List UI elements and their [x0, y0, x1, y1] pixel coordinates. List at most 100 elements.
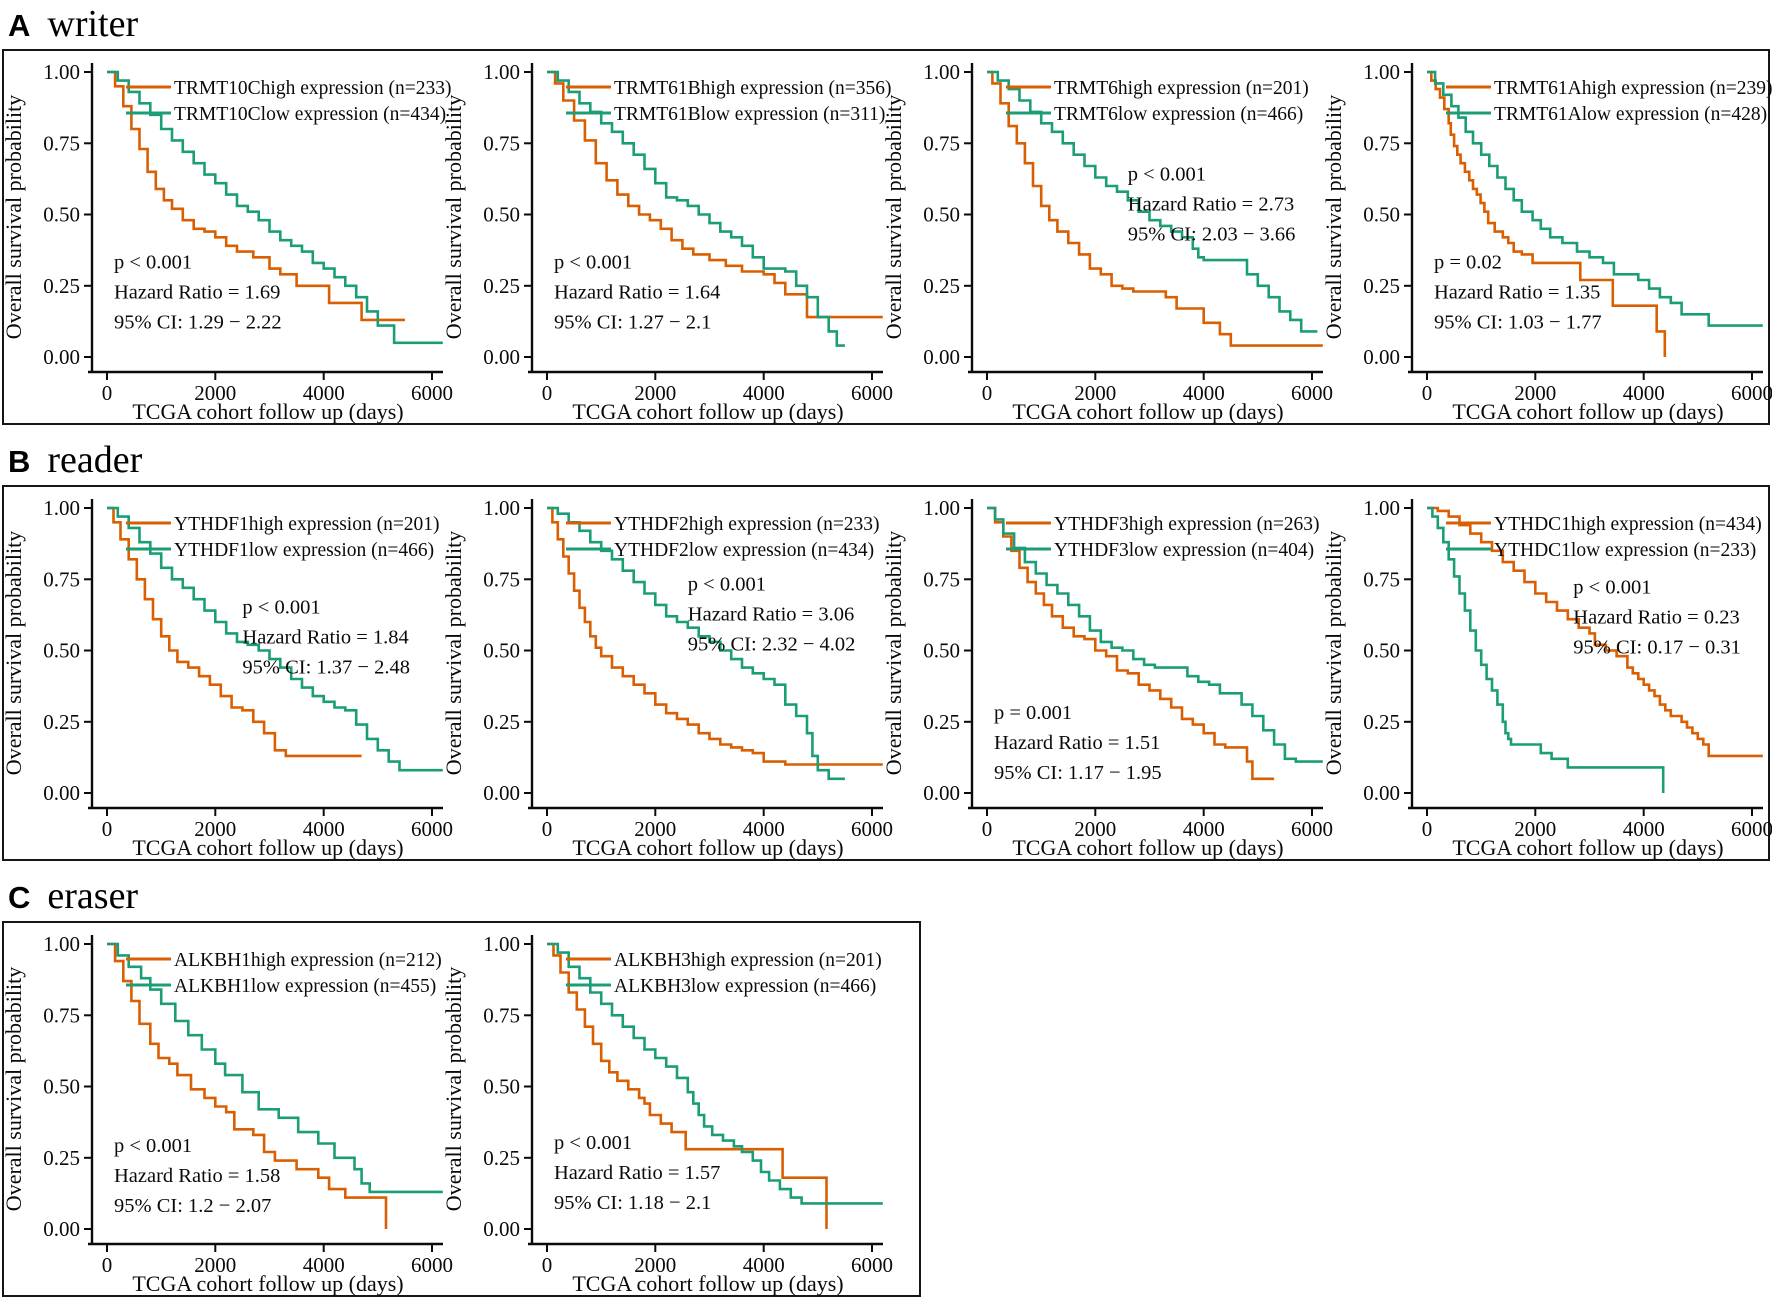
km-plot-YTHDF1: 1.00 0.75 0.50 0.25 0.00 0 2000 4000 6000 Overall… [1, 487, 453, 860]
x-tick-label: 4000 [303, 1253, 345, 1277]
legend-label-low: TRMT61Alow expression (n=428) [1494, 104, 1767, 125]
x-tick-label: 4000 [303, 817, 345, 841]
y-tick-label: 0.75 [1363, 567, 1400, 591]
x-tick-label: 0 [542, 381, 553, 405]
low-expression-curve [987, 70, 1318, 333]
stat-line-0: p = 0.02 [1434, 252, 1502, 274]
high-expression-curve [987, 70, 1323, 347]
x-axis-title: TCGA cohort follow up (days) [572, 835, 843, 860]
legend-label-high: YTHDF3high expression (n=263) [1054, 514, 1320, 535]
high-expression-curve [107, 506, 362, 758]
y-tick-label: 0.50 [923, 203, 960, 227]
legend-label-high: YTHDF1high expression (n=201) [174, 514, 440, 535]
survival-chart-TRMT10C: 1.00 0.75 0.50 0.25 0.00 0 2000 4000 6000 Overall… [1, 60, 453, 424]
panel-box-reader: 1.00 0.75 0.50 0.25 0.00 0 2000 4000 6000 Overall… [1, 485, 1772, 861]
panel-letter-c: C [8, 880, 31, 915]
y-tick-label: 0.50 [1363, 203, 1400, 227]
y-tick-label: 0.25 [923, 274, 960, 298]
x-tick-label: 0 [542, 817, 553, 841]
survival-chart-YTHDF1: 1.00 0.75 0.50 0.25 0.00 0 2000 4000 6000 Overall… [1, 496, 453, 860]
stat-line-0: p < 0.001 [114, 252, 192, 274]
x-tick-label: 6000 [411, 381, 453, 405]
stat-line-1: Hazard Ratio = 1.58 [114, 1165, 280, 1187]
y-tick-label: 0.00 [43, 345, 80, 369]
survival-chart-ALKBH1: 1.00 0.75 0.50 0.25 0.00 0 2000 4000 6000 Overall… [1, 932, 453, 1296]
y-tick-label: 0.50 [43, 1075, 80, 1099]
panel-title-writer: writer [47, 3, 139, 45]
y-tick-label: 0.75 [483, 567, 520, 591]
y-tick-label: 0.25 [43, 1146, 80, 1170]
y-axis-title: Overall survival probability [1321, 531, 1346, 775]
stat-line-0: p < 0.001 [554, 252, 632, 274]
y-tick-label: 0.25 [923, 710, 960, 734]
panel-header-reader: B reader [2, 438, 1770, 485]
high-expression-curve [1427, 506, 1763, 758]
y-axis-title: Overall survival probability [1, 531, 26, 775]
axis-lines [528, 935, 883, 1246]
y-tick-label: 0.75 [923, 567, 960, 591]
stat-line-1: Hazard Ratio = 1.51 [994, 732, 1160, 754]
x-tick-label: 4000 [1623, 381, 1665, 405]
survival-chart-TRMT61B: 1.00 0.75 0.50 0.25 0.00 0 2000 4000 6000 Overall… [441, 60, 893, 424]
stat-line-2: 95% CI: 1.17 − 1.95 [994, 762, 1162, 784]
survival-chart-ALKBH3: 1.00 0.75 0.50 0.25 0.00 0 2000 4000 6000 Overall… [441, 932, 893, 1296]
low-expression-curve [987, 506, 1323, 763]
km-plot-YTHDF2: 1.00 0.75 0.50 0.25 0.00 0 2000 4000 6000 Overall… [441, 487, 893, 860]
y-axis-title: Overall survival probability [1321, 95, 1346, 339]
y-tick-label: 0.50 [483, 1075, 520, 1099]
y-tick-label: 0.50 [43, 639, 80, 663]
x-axis-title: TCGA cohort follow up (days) [1452, 835, 1723, 860]
legend-label-high: TRMT61Bhigh expression (n=356) [614, 78, 891, 99]
x-tick-label: 0 [1422, 817, 1433, 841]
high-expression-curve [107, 70, 405, 322]
x-tick-label: 2000 [1074, 381, 1116, 405]
x-tick-label: 0 [542, 1253, 553, 1277]
high-expression-curve [107, 942, 388, 1229]
y-tick-label: 0.25 [483, 274, 520, 298]
y-tick-label: 0.75 [43, 1003, 80, 1027]
legend-label-low: ALKBH1low expression (n=455) [174, 976, 436, 997]
km-plot-YTHDC1: 1.00 0.75 0.50 0.25 0.00 0 2000 4000 6000 Overall… [1321, 487, 1772, 860]
x-axis-title: TCGA cohort follow up (days) [572, 399, 843, 424]
km-plot-ALKBH3: 1.00 0.75 0.50 0.25 0.00 0 2000 4000 6000 Overall… [441, 923, 893, 1296]
stat-line-2: 95% CI: 0.17 − 0.31 [1573, 637, 1741, 659]
axis-lines [1408, 63, 1763, 374]
y-tick-label: 1.00 [923, 60, 960, 84]
x-tick-label: 0 [102, 817, 113, 841]
panel-eraser: C eraser 1.00 0.75 0.50 0.25 0.00 0 2000 4000 60… [1, 874, 1770, 1297]
y-tick-label: 1.00 [483, 60, 520, 84]
x-tick-label: 0 [982, 817, 993, 841]
y-tick-label: 1.00 [1363, 60, 1400, 84]
panel-writer: A writer 1.00 0.75 0.50 0.25 0.00 0 2000 4000 60… [1, 2, 1772, 425]
y-axis-title: Overall survival probability [441, 531, 466, 775]
y-tick-label: 1.00 [923, 496, 960, 520]
y-tick-label: 0.50 [1363, 639, 1400, 663]
x-axis-title: TCGA cohort follow up (days) [132, 835, 403, 860]
y-tick-label: 0.75 [483, 131, 520, 155]
km-plot-TRMT61B: 1.00 0.75 0.50 0.25 0.00 0 2000 4000 6000 Overall… [441, 51, 893, 424]
axis-lines [968, 499, 1323, 810]
x-tick-label: 6000 [851, 1253, 893, 1277]
stat-line-1: Hazard Ratio = 3.06 [688, 604, 854, 626]
panel-box-eraser: 1.00 0.75 0.50 0.25 0.00 0 2000 4000 6000 Overall… [1, 921, 921, 1297]
legend-label-high: YTHDC1high expression (n=434) [1494, 514, 1762, 535]
stat-line-0: p < 0.001 [242, 597, 320, 619]
stat-line-1: Hazard Ratio = 1.64 [554, 282, 720, 304]
x-tick-label: 0 [102, 1253, 113, 1277]
x-tick-label: 0 [1422, 381, 1433, 405]
x-axis-title: TCGA cohort follow up (days) [1452, 399, 1723, 424]
y-axis-title: Overall survival probability [441, 95, 466, 339]
y-tick-label: 0.75 [1363, 131, 1400, 155]
panel-title-eraser: eraser [47, 875, 139, 917]
x-tick-label: 4000 [1183, 817, 1225, 841]
x-tick-label: 4000 [743, 817, 785, 841]
y-tick-label: 0.25 [483, 1146, 520, 1170]
y-tick-label: 0.00 [43, 1217, 80, 1241]
stat-line-0: p = 0.001 [994, 702, 1072, 724]
y-tick-label: 1.00 [483, 496, 520, 520]
axis-lines [88, 935, 443, 1246]
low-expression-curve [1427, 70, 1763, 327]
stat-line-0: p < 0.001 [688, 574, 766, 596]
legend-label-high: ALKBH3high expression (n=201) [614, 950, 882, 971]
low-expression-curve [547, 506, 845, 781]
